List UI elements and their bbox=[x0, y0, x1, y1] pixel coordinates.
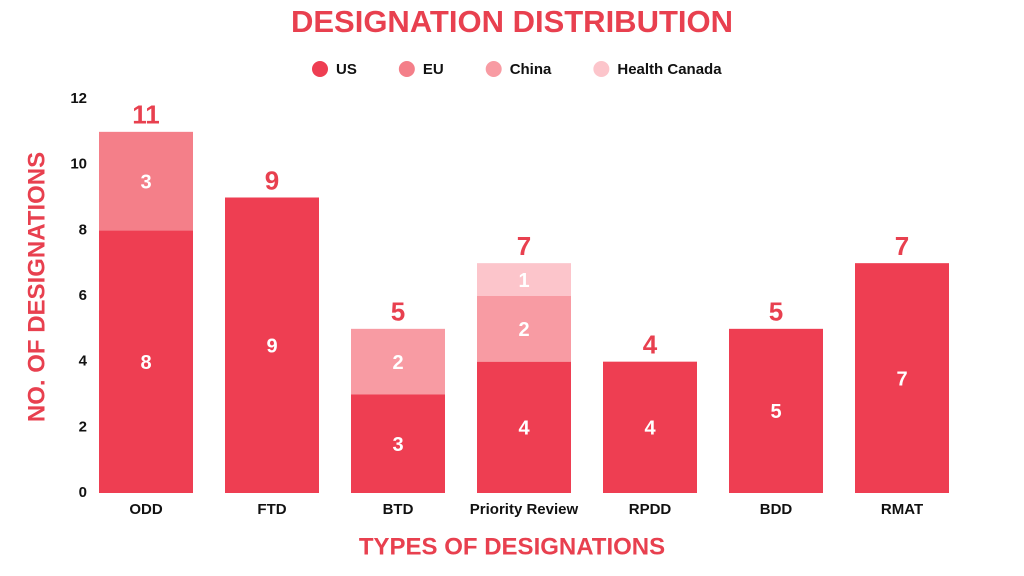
y-tick-label: 6 bbox=[79, 287, 87, 304]
y-tick-label: 2 bbox=[79, 418, 87, 435]
segment-label: 3 bbox=[392, 434, 403, 456]
segment-label: 1 bbox=[518, 270, 529, 292]
bar-segment bbox=[351, 328, 445, 395]
total-label: 4 bbox=[643, 330, 658, 360]
legend-swatch bbox=[485, 61, 502, 77]
bar-segment bbox=[855, 263, 949, 493]
legend-swatch bbox=[312, 61, 328, 77]
bar-segment bbox=[477, 296, 571, 362]
legend-label: EU bbox=[423, 61, 444, 78]
total-label: 5 bbox=[391, 297, 405, 327]
x-tick-label: RPDD bbox=[629, 501, 672, 518]
total-label: 9 bbox=[265, 165, 279, 195]
legend-label: US bbox=[336, 61, 357, 78]
x-tick-label: BDD bbox=[760, 501, 793, 518]
y-tick-label: 4 bbox=[79, 353, 88, 370]
legend-swatch bbox=[593, 61, 610, 77]
segment-label: 3 bbox=[140, 171, 151, 193]
total-label: 5 bbox=[769, 297, 783, 327]
x-tick-label: RMAT bbox=[881, 501, 923, 518]
bar-segment bbox=[729, 328, 823, 493]
bar-segment bbox=[477, 263, 571, 296]
y-tick-label: 12 bbox=[70, 90, 87, 107]
y-tick-label: 0 bbox=[79, 484, 87, 501]
x-tick-label: Priority Review bbox=[470, 501, 579, 518]
x-tick-label: ODD bbox=[129, 501, 163, 518]
total-label: 7 bbox=[517, 231, 531, 261]
y-tick-label: 8 bbox=[79, 221, 87, 238]
total-label: 11 bbox=[132, 100, 160, 130]
segment-label: 9 bbox=[266, 336, 277, 358]
legend-swatch bbox=[398, 61, 415, 77]
x-axis-label: TYPES OF DESIGNATIONS bbox=[359, 533, 665, 560]
segment-label: 8 bbox=[140, 352, 151, 374]
segment-label: 2 bbox=[518, 319, 529, 341]
bar-segment bbox=[99, 131, 193, 231]
bar-segment bbox=[477, 361, 571, 493]
segment-label: 2 bbox=[392, 352, 403, 374]
y-axis-label: NO. OF DESIGNATIONS bbox=[23, 152, 50, 422]
bar-segment bbox=[225, 197, 319, 493]
segment-label: 4 bbox=[644, 418, 656, 440]
x-tick-label: FTD bbox=[257, 501, 286, 518]
y-tick-label: 10 bbox=[70, 156, 87, 173]
segment-label: 7 bbox=[896, 368, 907, 390]
segment-label: 5 bbox=[770, 401, 781, 423]
chart-title: DESIGNATION DISTRIBUTION bbox=[291, 4, 733, 39]
total-label: 7 bbox=[895, 231, 909, 261]
legend-label: Health Canada bbox=[617, 61, 722, 78]
bar-segment bbox=[603, 361, 697, 493]
segment-label: 4 bbox=[518, 418, 530, 440]
bar-segment bbox=[99, 230, 193, 494]
bar-segment bbox=[351, 394, 445, 493]
legend-label: China bbox=[510, 61, 552, 78]
x-tick-label: BTD bbox=[383, 501, 414, 518]
